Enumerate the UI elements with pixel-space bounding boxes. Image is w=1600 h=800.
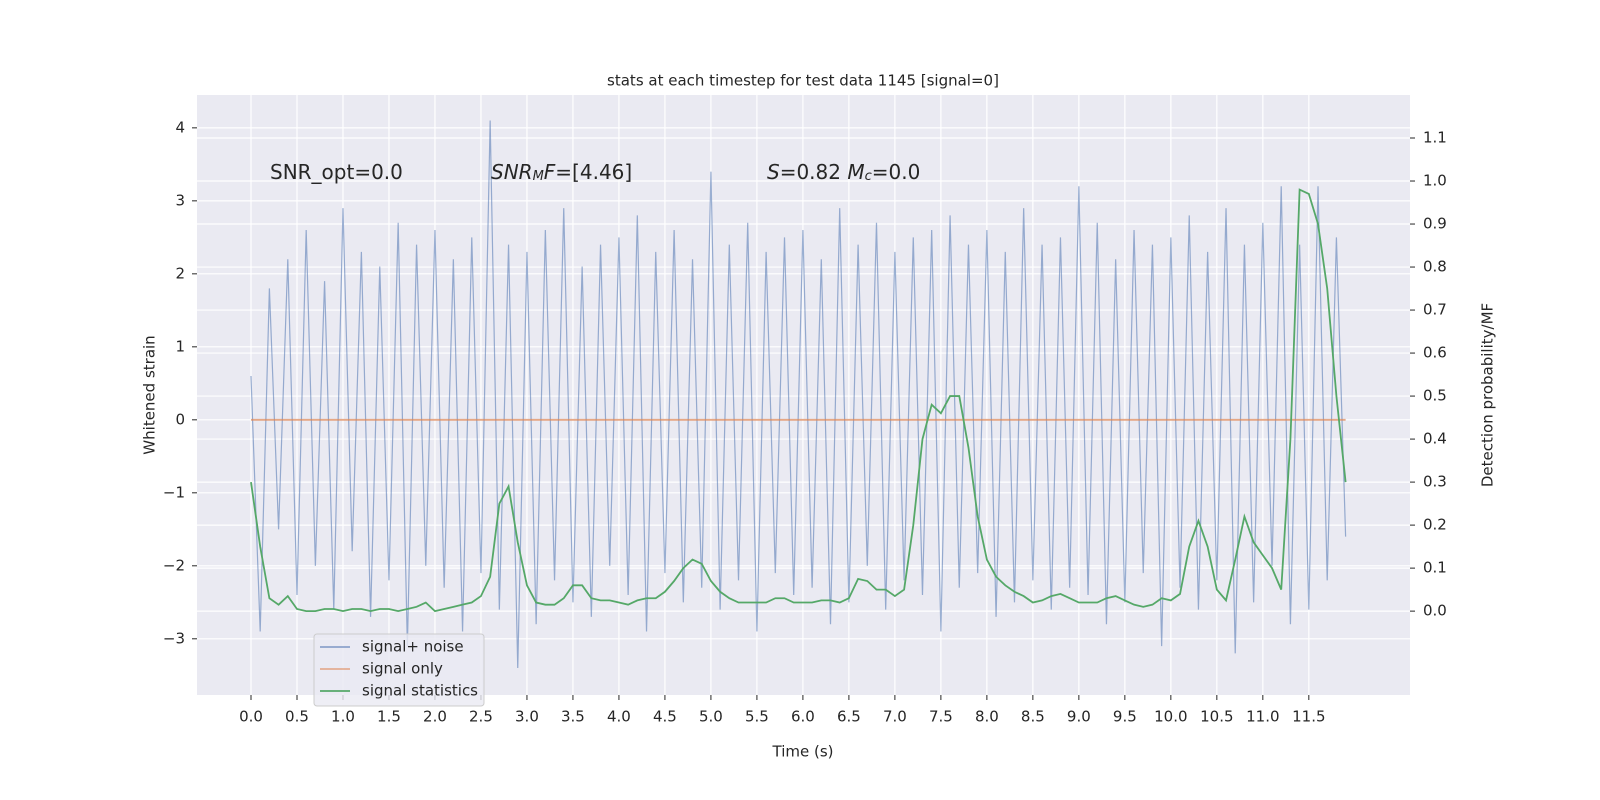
y-tick-label: 1 (175, 337, 185, 355)
y-axis-label: Whitened strain (141, 335, 159, 454)
x-tick-label: 1.5 (377, 708, 401, 726)
y2-tick-label: 0.9 (1423, 215, 1447, 233)
y2-tick-label: 0.7 (1423, 301, 1447, 319)
x-tick-label: 8.0 (975, 708, 999, 726)
annotation-part: S (767, 160, 780, 184)
x-tick-label: 5.0 (699, 708, 723, 726)
x-tick-label: 2.0 (423, 708, 447, 726)
x-axis-label: Time (s) (772, 743, 834, 761)
y-tick-label: −3 (163, 629, 185, 647)
annotation-part: c (865, 169, 872, 184)
x-tick-label: 4.5 (653, 708, 677, 726)
y2-tick-label: 0.5 (1423, 387, 1447, 405)
y2-tick-label: 0.8 (1423, 258, 1447, 276)
x-tick-label: 10.0 (1154, 708, 1187, 726)
y2-tick-label: 0.4 (1423, 430, 1447, 448)
y2-tick-label: 0.2 (1423, 516, 1447, 534)
x-tick-label: 3.0 (515, 708, 539, 726)
x-tick-label: 2.5 (469, 708, 493, 726)
y-tick-label: 3 (175, 191, 185, 209)
x-tick-label: 5.5 (745, 708, 769, 726)
y-tick-label: 0 (175, 410, 185, 428)
annotation-part: =0.0 (872, 160, 921, 184)
y-tick-label: 2 (175, 264, 185, 282)
x-tick-label: 9.0 (1067, 708, 1091, 726)
x-tick-label: 10.5 (1200, 708, 1233, 726)
y-tick-label: −2 (163, 556, 185, 574)
annotation: S=0.82 Mc=0.0 (767, 160, 920, 185)
annotation-part: =[4.46] (555, 160, 632, 184)
legend-box (313, 633, 485, 707)
annotation: SNR_opt=0.0 (270, 160, 403, 184)
x-tick-label: 8.5 (1021, 708, 1045, 726)
x-tick-label: 1.0 (331, 708, 355, 726)
y2-tick-label: 1.0 (1423, 172, 1447, 190)
y-tick-label: 4 (175, 118, 185, 136)
x-tick-label: 11.5 (1292, 708, 1325, 726)
x-tick-label: 0.0 (239, 708, 263, 726)
x-tick-label: 11.0 (1246, 708, 1279, 726)
x-tick-label: 6.5 (837, 708, 861, 726)
annotation-part: M (847, 160, 864, 184)
series-line (250, 188, 1347, 613)
y2-axis-label: Detection probability/MF (1479, 303, 1497, 487)
x-tick-label: 6.0 (791, 708, 815, 726)
annotation-part: F (544, 160, 556, 184)
y2-tick-label: 0.1 (1423, 559, 1447, 577)
legend-label: signal+ noise (362, 638, 464, 656)
legend-label: signal statistics (362, 682, 478, 700)
x-tick-label: 0.5 (285, 708, 309, 726)
y2-tick-label: 0.6 (1423, 344, 1447, 362)
x-tick-label: 7.5 (929, 708, 953, 726)
y2-tick-label: 0.3 (1423, 473, 1447, 491)
y2-tick-label: 0.0 (1423, 602, 1447, 620)
annotation: SNRMF=[4.46] (491, 160, 632, 185)
x-tick-label: 7.0 (883, 708, 907, 726)
annotation-part: SNR (491, 160, 533, 184)
x-tick-label: 4.0 (607, 708, 631, 726)
y2-tick-label: 1.1 (1423, 129, 1447, 147)
annotation-part: SNR_opt=0.0 (270, 160, 403, 184)
x-tick-label: 3.5 (561, 708, 585, 726)
annotation-part: M (533, 169, 544, 184)
annotation-part: =0.82 (780, 160, 848, 184)
y-tick-label: −1 (163, 483, 185, 501)
chart-title: stats at each timestep for test data 114… (607, 72, 999, 90)
series-line (250, 120, 1347, 669)
x-tick-label: 9.5 (1113, 708, 1137, 726)
legend-label: signal only (362, 660, 443, 678)
